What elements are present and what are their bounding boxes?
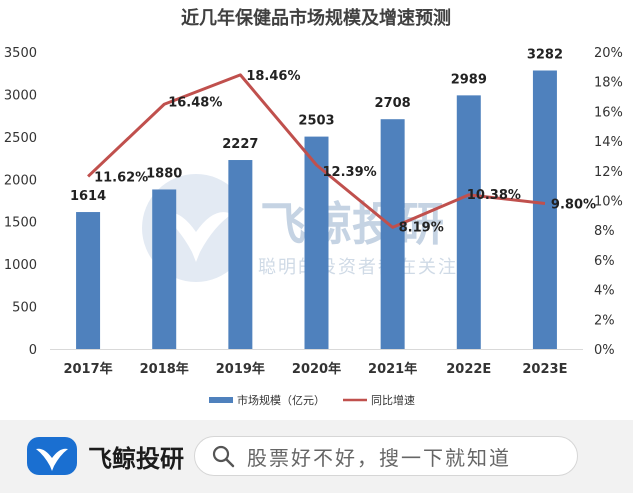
left-tick-label: 500: [12, 301, 37, 316]
legend-bar-label: 市场规模（亿元）: [237, 393, 325, 407]
line-series: 11.62% 16.48% 18.46% 12.39% 8.19% 10.38% 9.80%: [87, 69, 596, 235]
category-label: 2020年: [292, 361, 341, 377]
left-tick-label: 3500: [4, 46, 37, 61]
bar: [456, 95, 481, 349]
chart-svg: 飞鲸投研 聪明的投资者都在关注 近几年保健品市场规模及增速预测 0 500 1000…: [4, 7, 623, 407]
line-data-label: 9.80%: [551, 197, 596, 212]
bar-series: 1614 1880 2227 2503 2708 2989 3282: [70, 47, 563, 350]
legend-bar-swatch: [209, 397, 233, 403]
bar: [532, 70, 557, 350]
right-tick-label: 20%: [594, 46, 623, 61]
right-axis: 0% 2% 4% 6% 8% 10% 12% 14% 16% 18% 20%: [594, 46, 623, 358]
bar-data-label: 2227: [222, 137, 258, 152]
right-tick-label: 10%: [594, 195, 623, 210]
right-tick-label: 16%: [594, 105, 623, 120]
line-data-label: 10.38%: [467, 188, 521, 203]
footer-bar: 飞鲸投研 股票好不好，搜一下就知道: [0, 420, 633, 493]
brand-name: 飞鲸投研: [88, 444, 184, 473]
left-tick-label: 0: [29, 343, 37, 358]
line-data-label: 11.62%: [94, 170, 148, 185]
right-tick-label: 8%: [594, 224, 615, 239]
right-tick-label: 0%: [594, 343, 615, 358]
bar: [76, 212, 101, 349]
brand[interactable]: 飞鲸投研: [26, 433, 184, 479]
category-label: 2023E: [522, 362, 567, 377]
line-data-label: 18.46%: [246, 69, 300, 84]
category-label: 2018年: [140, 361, 189, 377]
chart-title: 近几年保健品市场规模及增速预测: [181, 7, 451, 29]
right-tick-label: 4%: [594, 284, 615, 299]
right-tick-label: 14%: [594, 135, 623, 150]
whale-tail-icon: [27, 437, 77, 475]
right-tick-label: 2%: [594, 313, 615, 328]
bar-data-label: 2503: [298, 114, 334, 129]
bar-data-label: 2708: [375, 96, 411, 111]
right-tick-label: 12%: [594, 165, 623, 180]
category-label: 2019年: [216, 361, 265, 377]
left-tick-label: 1000: [4, 258, 37, 273]
legend: 市场规模（亿元） 同比增速: [209, 393, 415, 407]
watermark-title: 飞鲸投研: [260, 197, 444, 251]
bar-data-label: 1880: [146, 166, 182, 181]
search-input[interactable]: 股票好不好，搜一下就知道: [194, 436, 578, 476]
left-axis: 0 500 1000 1500 2000 2500 3000 3500: [4, 46, 583, 358]
line-data-label: 12.39%: [323, 165, 377, 180]
watermark-subtitle: 聪明的投资者都在关注: [258, 257, 458, 278]
bar: [152, 189, 177, 349]
bar: [380, 119, 405, 350]
right-tick-label: 6%: [594, 254, 615, 269]
left-tick-label: 2000: [4, 173, 37, 188]
left-tick-label: 3000: [4, 88, 37, 103]
bar: [228, 160, 253, 349]
right-tick-label: 18%: [594, 76, 623, 91]
category-axis: 2017年 2018年 2019年 2020年 2021年 2022E 2023E: [63, 361, 567, 377]
bar-data-label: 2989: [451, 72, 487, 87]
line-data-label: 16.48%: [168, 95, 222, 110]
category-label: 2022E: [446, 362, 491, 377]
category-label: 2021年: [368, 361, 417, 377]
chart: 飞鲸投研 聪明的投资者都在关注 近几年保健品市场规模及增速预测 0 500 1000…: [4, 7, 623, 407]
left-tick-label: 2500: [4, 131, 37, 146]
bar-data-label: 1614: [70, 189, 106, 204]
bar-data-label: 3282: [527, 47, 563, 62]
left-tick-label: 1500: [4, 216, 37, 231]
search-placeholder: 股票好不好，搜一下就知道: [247, 445, 511, 470]
magnifier-icon: [212, 445, 235, 468]
line-data-label: 8.19%: [399, 220, 444, 235]
legend-line-label: 同比增速: [371, 393, 415, 407]
category-label: 2017年: [63, 361, 112, 377]
